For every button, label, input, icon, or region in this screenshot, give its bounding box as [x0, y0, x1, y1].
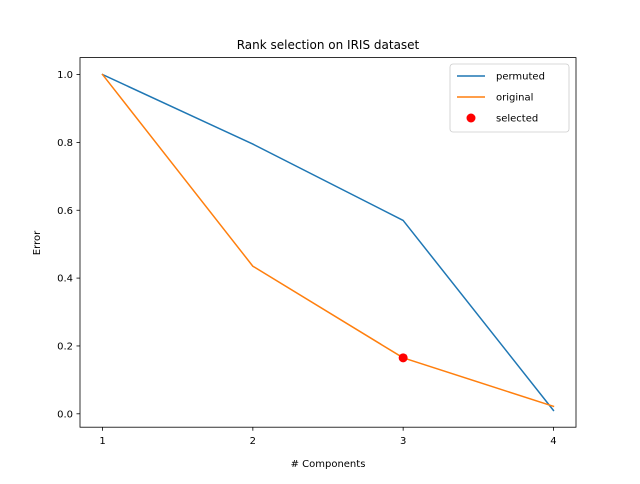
- x-tick-label: 3: [400, 436, 406, 447]
- series-line-permuted: [101, 73, 555, 412]
- legend-swatch-selected: [466, 113, 476, 123]
- legend-box: [449, 63, 570, 133]
- x-tick-label: 2: [250, 436, 256, 447]
- legend: permuted original selected: [449, 63, 570, 133]
- legend-label-original: original: [496, 93, 533, 104]
- chart-title: Rank selection on IRIS dataset: [237, 38, 420, 52]
- legend-label-selected: selected: [496, 114, 538, 125]
- legend-label-permuted: permuted: [496, 72, 545, 83]
- y-axis-label: Error: [32, 230, 43, 255]
- x-axis-label: # Components: [291, 459, 366, 470]
- y-tick-label: 0.8: [57, 138, 73, 149]
- legend-items: permuted original selected: [457, 72, 545, 125]
- y-tick-label: 0.2: [57, 342, 73, 353]
- series-line-original: [101, 73, 555, 408]
- y-tick-label: 0.6: [57, 206, 73, 217]
- series-layer: [101, 73, 555, 412]
- x-tick-label: 4: [550, 436, 556, 447]
- y-tick-label: 0.4: [57, 274, 73, 285]
- y-tick-label: 1.0: [57, 70, 73, 81]
- plot-frame: [79, 57, 577, 428]
- y-tick-label: 0.0: [57, 409, 73, 420]
- x-tick-label: 1: [99, 436, 105, 447]
- ticks-layer: 1 2 3 4 0.0 0.2 0.4 0.6 0.8 1.0: [57, 70, 557, 447]
- selected-point: [398, 353, 408, 363]
